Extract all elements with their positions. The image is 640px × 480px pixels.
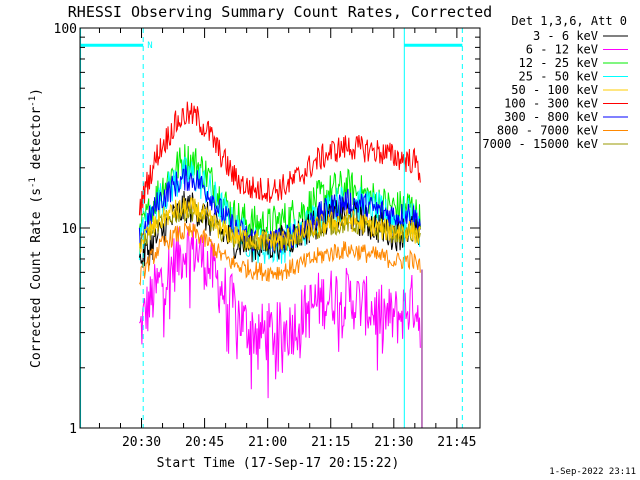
legend-item-label: 100 - 300 keV [504,97,598,111]
flag-markers-layer: N [80,28,463,428]
y-axis-label-sup1: -1 [28,177,38,188]
y-tick-label: 10 [61,222,77,237]
x-tick-label: 21:00 [248,435,287,450]
legend-item-label: 50 - 100 keV [511,83,598,97]
legend-item-label: 12 - 25 keV [519,56,598,70]
legend-title: Det 1,3,6, Att 0 [511,14,627,28]
series-line-1 [138,223,421,399]
x-axis-label: Start Time (17-Sep-17 20:15:22) [157,456,400,471]
x-tick-label: 20:45 [185,435,224,450]
y-tick-label: 1 [69,422,77,437]
legend-item-label: 7000 - 15000 keV [482,137,598,151]
series-line-5 [138,101,421,216]
y-axis-label-main: Corrected Count Rate (s [29,188,44,368]
traces-layer [138,101,423,428]
flag-label: N [147,41,152,51]
legend-item-label: 300 - 800 keV [504,110,598,124]
legend-item-label: 800 - 7000 keV [497,124,598,138]
x-tick-label: 21:15 [311,435,350,450]
legend-item-label: 6 - 12 keV [526,43,598,57]
y-axis-ticks: 1 10 100 [54,22,480,437]
x-tick-label: 21:30 [374,435,413,450]
x-tick-label: 20:30 [122,435,161,450]
series-line-7 [138,222,421,287]
legend-item-label: 3 - 6 keV [533,29,598,43]
chart-title: RHESSI Observing Summary Count Rates, Co… [68,3,492,21]
y-axis-label-end: ) [29,88,44,96]
series-line-3 [138,156,421,264]
plot-timestamp: 1-Sep-2022 23:11 [549,467,636,477]
legend-item-label: 25 - 50 keV [519,70,598,84]
series-line-6 [138,164,421,253]
y-axis-label-mid: detector [29,107,44,178]
y-axis-label-sup2: -1 [28,96,38,107]
x-axis-ticks: 20:30 20:45 21:00 21:15 21:30 21:45 [98,28,476,450]
y-axis-label: Corrected Count Rate (s-1 detector-1) [28,88,44,368]
y-tick-label: 100 [54,22,77,37]
series-line-4 [138,196,421,255]
x-tick-label: 21:45 [437,435,476,450]
